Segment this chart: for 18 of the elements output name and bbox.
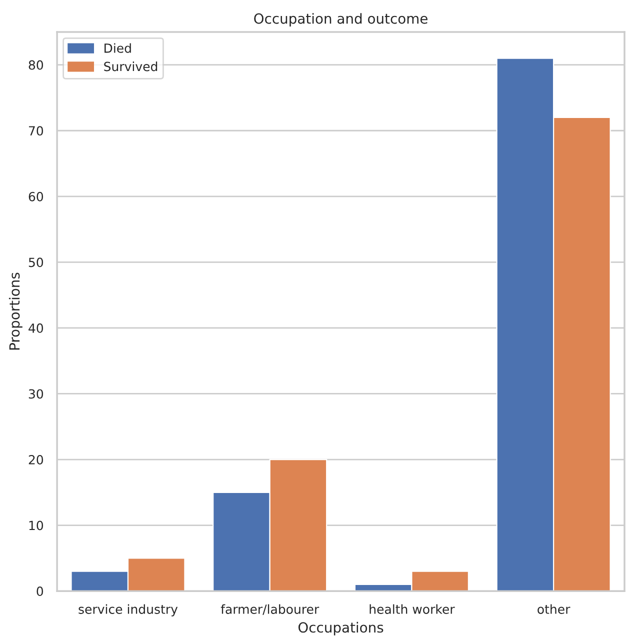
legend-label: Survived — [104, 62, 158, 72]
y-axis-title: Proportions — [8, 272, 22, 350]
x-tick-label: service industry — [78, 604, 178, 616]
y-tick-label: 60 — [28, 192, 44, 202]
y-tick-label: 70 — [28, 126, 44, 136]
chart-title: Occupation and outcome — [254, 13, 428, 27]
y-tick-label: 50 — [28, 258, 44, 268]
y-tick-label: 30 — [28, 389, 44, 399]
y-tick-label: 80 — [28, 60, 44, 70]
legend-label: Died — [104, 43, 131, 53]
x-tick-label: other — [538, 604, 570, 614]
x-tick-label: farmer/labourer — [220, 604, 320, 615]
y-tick-label: 20 — [28, 454, 44, 464]
y-tick-label: 0 — [36, 586, 44, 596]
y-tick-label: 10 — [29, 520, 44, 530]
x-tick-label: health worker — [370, 604, 455, 614]
y-tick-label: 40 — [28, 323, 44, 333]
x-axis-title: Occupations — [298, 622, 384, 636]
